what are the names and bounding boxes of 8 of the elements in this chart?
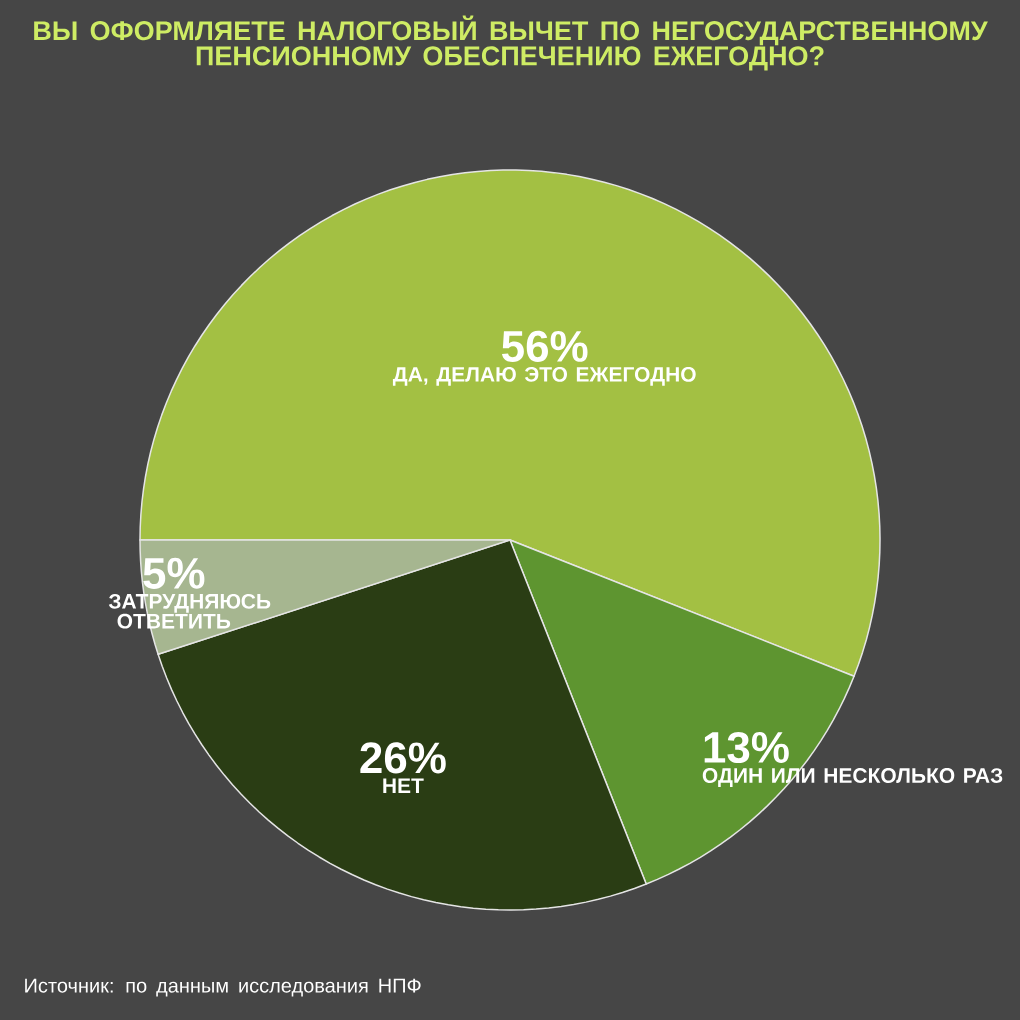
- data-label: 5%: [143, 557, 205, 589]
- text: Источник: по данным исследования НПФ: [25, 978, 421, 997]
- chart-title: ВЫ ОФОРМЛЯЕТЕ НАЛОГОВЫЙ ВЫЧЕТ ПО НЕГОСУДАРСТВЕННОМУ ПЕНСИОННОМУ ОБЕСПЕЧЕНИЮ ЕЖЕГОДНО?: [34, 15, 988, 71]
- data-label: 13%: [704, 731, 789, 764]
- data-label: 26%: [360, 742, 446, 774]
- slice-label: ДА, ДЕЛАЮ ЭТО ЕЖЕГОДНО: [392, 366, 696, 386]
- slice-label: НЕТ: [383, 778, 424, 793]
- data-label: 56%: [501, 330, 588, 362]
